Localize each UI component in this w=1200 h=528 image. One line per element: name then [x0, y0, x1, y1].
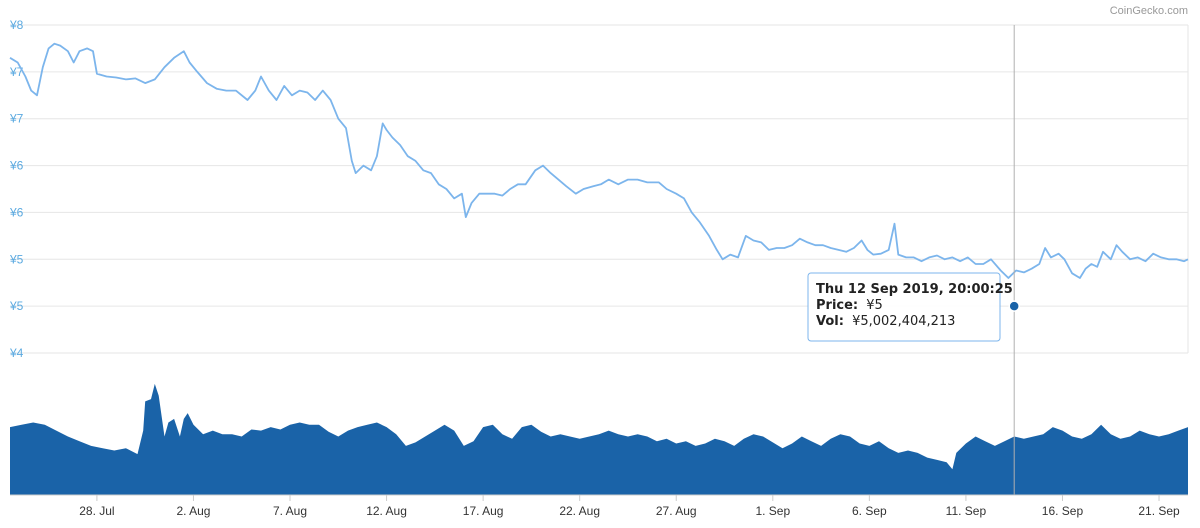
tooltip-vol-value: ¥5,002,404,213 — [852, 314, 955, 329]
y-tick-label: ¥6 — [9, 205, 24, 219]
y-tick-label: ¥6 — [9, 159, 24, 173]
x-tick-label: 28. Jul — [79, 504, 114, 518]
price-line — [9, 42, 1189, 279]
y-tick-label: ¥5 — [9, 252, 24, 266]
y-tick-label: ¥7 — [9, 65, 24, 79]
credit-text[interactable]: CoinGecko.com — [1110, 5, 1188, 17]
x-tick-label: 17. Aug — [463, 504, 504, 518]
x-tick-label: 22. Aug — [559, 504, 600, 518]
y-tick-label: ¥4 — [9, 346, 24, 360]
x-tick-label: 16. Sep — [1042, 504, 1084, 518]
tooltip-box — [807, 272, 1001, 342]
tooltip-vol-row: Vol: ¥5,002,404,213 — [816, 314, 955, 329]
x-tick-label: 7. Aug — [273, 504, 307, 518]
x-tick-label: 27. Aug — [656, 504, 697, 518]
y-axis: ¥8 ¥7 ¥7 ¥6 ¥6 ¥5 ¥5 ¥4 — [9, 18, 24, 360]
tooltip-title: Thu 12 Sep 2019, 20:00:25 — [816, 282, 1013, 297]
tooltip-price-row: Price: ¥5 — [816, 298, 883, 313]
volume-area-group — [10, 383, 1188, 495]
tooltip: Thu 12 Sep 2019, 20:00:25 Price: ¥5 Vol:… — [807, 272, 1013, 342]
volume-area — [10, 383, 1188, 495]
tooltip-price-value: ¥5 — [866, 298, 883, 313]
grid-lines — [10, 24, 1189, 354]
y-tick-label: ¥8 — [9, 18, 24, 32]
y-tick-label: ¥5 — [9, 299, 24, 313]
x-tick-label: 21. Sep — [1138, 504, 1180, 518]
tooltip-price-label: Price: — [816, 298, 858, 313]
price-line-group — [9, 42, 1189, 279]
y-tick-label: ¥7 — [9, 112, 24, 126]
x-tick-label: 6. Sep — [852, 504, 887, 518]
x-tick-label: 1. Sep — [755, 504, 790, 518]
tooltip-vol-label: Vol: — [816, 314, 844, 329]
hover-point-marker[interactable] — [1008, 300, 1020, 312]
x-tick-label: 12. Aug — [366, 504, 407, 518]
x-axis: 28. Jul 2. Aug 7. Aug 12. Aug 17. Aug 22. Aug… — [10, 494, 1188, 518]
x-tick-label: 2. Aug — [176, 504, 210, 518]
x-tick-label: 11. Sep — [946, 504, 987, 518]
